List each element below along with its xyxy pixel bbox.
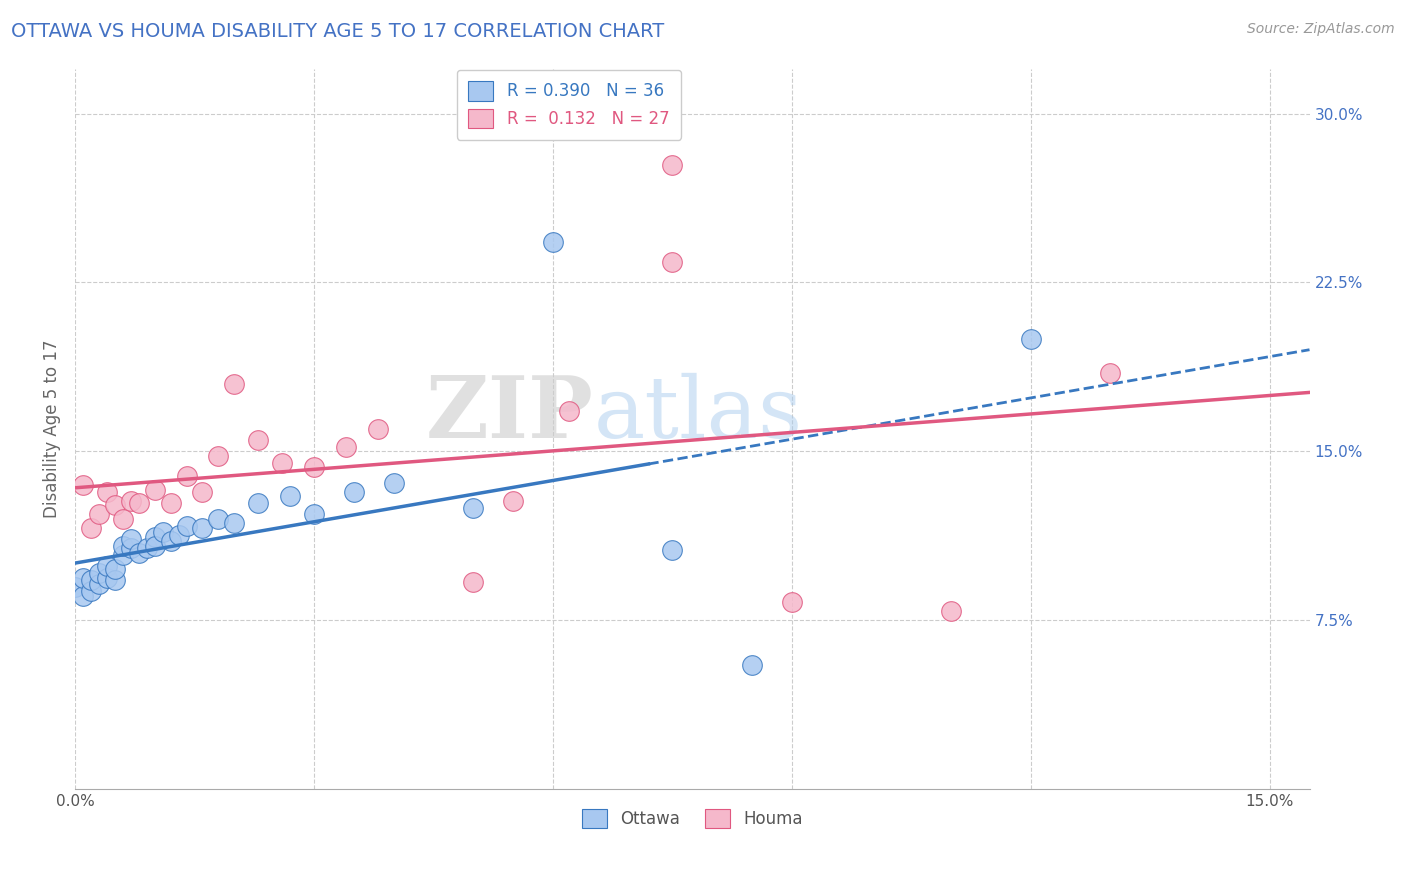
- Point: [104, 499, 127, 513]
- Point: [143, 483, 166, 497]
- Point: [80, 584, 103, 599]
- Point: [224, 516, 246, 531]
- Point: [207, 512, 229, 526]
- Point: [502, 494, 524, 508]
- Point: [80, 521, 103, 535]
- Point: [111, 539, 134, 553]
- Point: [159, 534, 181, 549]
- Point: [120, 541, 142, 556]
- Point: [167, 527, 190, 541]
- Point: [271, 456, 294, 470]
- Point: [463, 500, 485, 515]
- Point: [143, 530, 166, 544]
- Point: [111, 548, 134, 562]
- Point: [72, 570, 94, 584]
- Point: [939, 604, 962, 618]
- Point: [120, 533, 142, 547]
- Point: [247, 496, 270, 510]
- Point: [87, 566, 110, 580]
- Point: [661, 158, 683, 172]
- Point: [176, 518, 198, 533]
- Point: [104, 561, 127, 575]
- Text: ZIP: ZIP: [426, 373, 593, 457]
- Point: [159, 496, 181, 510]
- Point: [463, 574, 485, 589]
- Point: [207, 449, 229, 463]
- Text: Source: ZipAtlas.com: Source: ZipAtlas.com: [1247, 22, 1395, 37]
- Point: [1099, 366, 1122, 380]
- Point: [558, 404, 581, 418]
- Text: OTTAWA VS HOUMA DISABILITY AGE 5 TO 17 CORRELATION CHART: OTTAWA VS HOUMA DISABILITY AGE 5 TO 17 C…: [11, 22, 665, 41]
- Point: [111, 512, 134, 526]
- Point: [96, 559, 118, 574]
- Point: [72, 589, 94, 603]
- Point: [63, 580, 86, 594]
- Point: [120, 494, 142, 508]
- Point: [382, 475, 405, 490]
- Point: [661, 255, 683, 269]
- Point: [87, 508, 110, 522]
- Text: atlas: atlas: [593, 373, 803, 456]
- Point: [96, 570, 118, 584]
- Point: [96, 484, 118, 499]
- Point: [302, 460, 325, 475]
- Point: [72, 478, 94, 492]
- Point: [191, 521, 214, 535]
- Point: [247, 433, 270, 447]
- Point: [1019, 332, 1042, 346]
- Point: [80, 573, 103, 587]
- Point: [661, 543, 683, 558]
- Point: [224, 376, 246, 391]
- Point: [541, 235, 564, 249]
- Point: [135, 541, 157, 556]
- Point: [278, 490, 301, 504]
- Point: [128, 496, 150, 510]
- Point: [104, 573, 127, 587]
- Point: [335, 440, 357, 454]
- Point: [176, 469, 198, 483]
- Point: [343, 484, 366, 499]
- Point: [780, 595, 803, 609]
- Point: [302, 508, 325, 522]
- Point: [741, 658, 763, 673]
- Point: [191, 484, 214, 499]
- Point: [367, 422, 389, 436]
- Legend: Ottawa, Houma: Ottawa, Houma: [575, 803, 810, 835]
- Point: [87, 577, 110, 591]
- Point: [143, 539, 166, 553]
- Point: [128, 546, 150, 560]
- Point: [152, 525, 174, 540]
- Y-axis label: Disability Age 5 to 17: Disability Age 5 to 17: [44, 340, 60, 518]
